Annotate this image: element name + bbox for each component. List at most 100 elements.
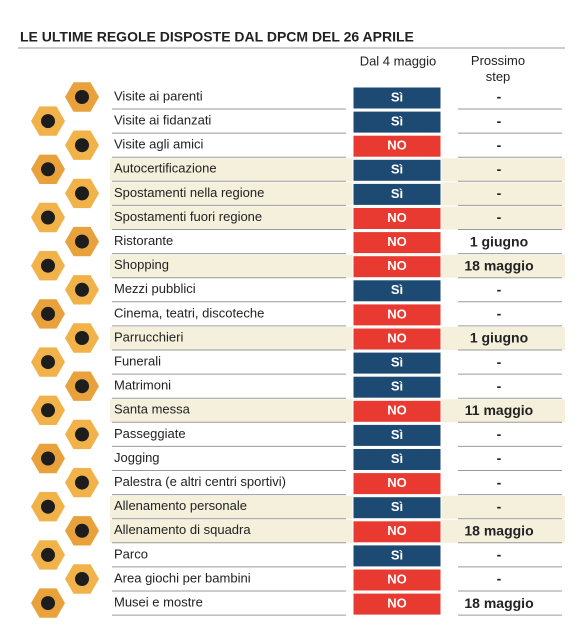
next-step: 11 maggio (465, 402, 533, 418)
status-cell (352, 375, 442, 399)
icon-glyph (75, 282, 89, 297)
status-cell (352, 496, 442, 520)
activity-label: Musei e mostre (114, 595, 203, 610)
status-text: NO (387, 403, 407, 418)
status-text: Sì (391, 355, 403, 370)
next-step: - (497, 498, 502, 514)
activity-label: Parco (114, 546, 148, 561)
column-header: Dal 4 maggio (360, 53, 437, 68)
activity-label: Area giochi per bambini (114, 570, 251, 585)
status-text: Sì (391, 547, 403, 562)
activity-label: Allenamento di squadra (114, 522, 251, 537)
activity-label: Ristorante (114, 233, 173, 248)
status-cell (352, 182, 442, 206)
next-step: - (497, 474, 502, 490)
status-text: NO (387, 306, 407, 321)
status-text: NO (387, 234, 407, 249)
status-cell (352, 592, 442, 616)
status-text: Sì (391, 282, 403, 297)
status-text: Sì (391, 499, 403, 514)
next-step: - (497, 89, 502, 105)
status-cell (352, 110, 442, 134)
next-step: 18 maggio (464, 595, 533, 611)
next-step: - (497, 209, 502, 225)
status-cell (352, 568, 442, 592)
next-step: - (497, 161, 502, 177)
column-header: Prossimo step (471, 53, 525, 84)
activity-label: Funerali (114, 354, 161, 369)
activity-label: Parrucchieri (114, 329, 183, 344)
next-step: 1 giugno (470, 330, 528, 346)
icon-glyph (41, 596, 55, 611)
row-shade (110, 399, 565, 423)
row-shade (110, 519, 565, 543)
status-text: Sì (391, 379, 403, 394)
status-text: NO (387, 258, 407, 273)
status-cell (352, 472, 442, 496)
icon-glyph (75, 427, 89, 442)
status-cell (352, 303, 442, 327)
row-shade (110, 158, 565, 182)
status-cell (352, 134, 442, 158)
row-shade (110, 182, 565, 206)
next-step: - (497, 571, 502, 587)
activity-label: Shopping (114, 257, 169, 272)
activity-label: Santa messa (114, 402, 191, 417)
next-step: 18 maggio (464, 257, 533, 273)
status-cell (352, 351, 442, 375)
status-cell (352, 231, 442, 255)
icon-glyph (41, 162, 55, 177)
icon-glyph (41, 403, 55, 418)
status-cell (352, 158, 442, 182)
next-step: 1 giugno (470, 233, 528, 249)
icon-glyph (41, 258, 55, 273)
next-step: - (497, 547, 502, 563)
row-shade (110, 327, 565, 350)
status-cell (352, 86, 442, 110)
next-step: - (497, 282, 502, 298)
activity-label: Spostamenti fuori regione (114, 209, 262, 224)
status-cell (352, 279, 442, 303)
status-text: Sì (391, 451, 403, 466)
icon-glyph (75, 138, 89, 153)
icon-glyph (41, 306, 55, 321)
icon-glyph (41, 547, 55, 562)
icon-glyph (75, 572, 89, 586)
icon-glyph (41, 355, 55, 370)
status-cell (352, 448, 442, 471)
activity-label: Mezzi pubblici (114, 281, 196, 296)
activity-label: Visite agli amici (114, 137, 203, 152)
status-cell (352, 327, 442, 351)
icon-glyph (41, 499, 55, 514)
status-text: NO (387, 138, 407, 153)
icon-column (31, 82, 99, 618)
activity-label: Visite ai parenti (114, 88, 203, 103)
icon-glyph (75, 379, 89, 394)
status-text: Sì (391, 186, 403, 201)
next-step: - (497, 354, 502, 370)
status-text: Sì (391, 427, 403, 442)
next-step: - (497, 306, 502, 322)
icon-glyph (75, 234, 89, 249)
next-step: - (497, 450, 502, 466)
status-cell (352, 520, 442, 544)
status-text: NO (387, 330, 407, 345)
icon-glyph (41, 451, 55, 466)
activity-label: Spostamenti nella regione (114, 185, 264, 200)
status-text: Sì (391, 114, 403, 129)
next-step: - (497, 113, 502, 129)
activity-label: Visite ai fidanzati (114, 113, 211, 128)
icon-glyph (75, 331, 89, 345)
icon-glyph (75, 523, 89, 538)
activity-label: Palestra (e altri centri sportivi) (114, 474, 286, 489)
icon-glyph (75, 186, 89, 201)
activity-label: Matrimoni (114, 378, 171, 393)
icon-glyph (75, 90, 89, 104)
status-text: Sì (391, 89, 403, 104)
icon-glyph (75, 475, 89, 490)
status-text: NO (387, 523, 407, 538)
next-step: - (497, 137, 502, 153)
row-shade (110, 206, 565, 230)
status-cell (352, 544, 442, 568)
